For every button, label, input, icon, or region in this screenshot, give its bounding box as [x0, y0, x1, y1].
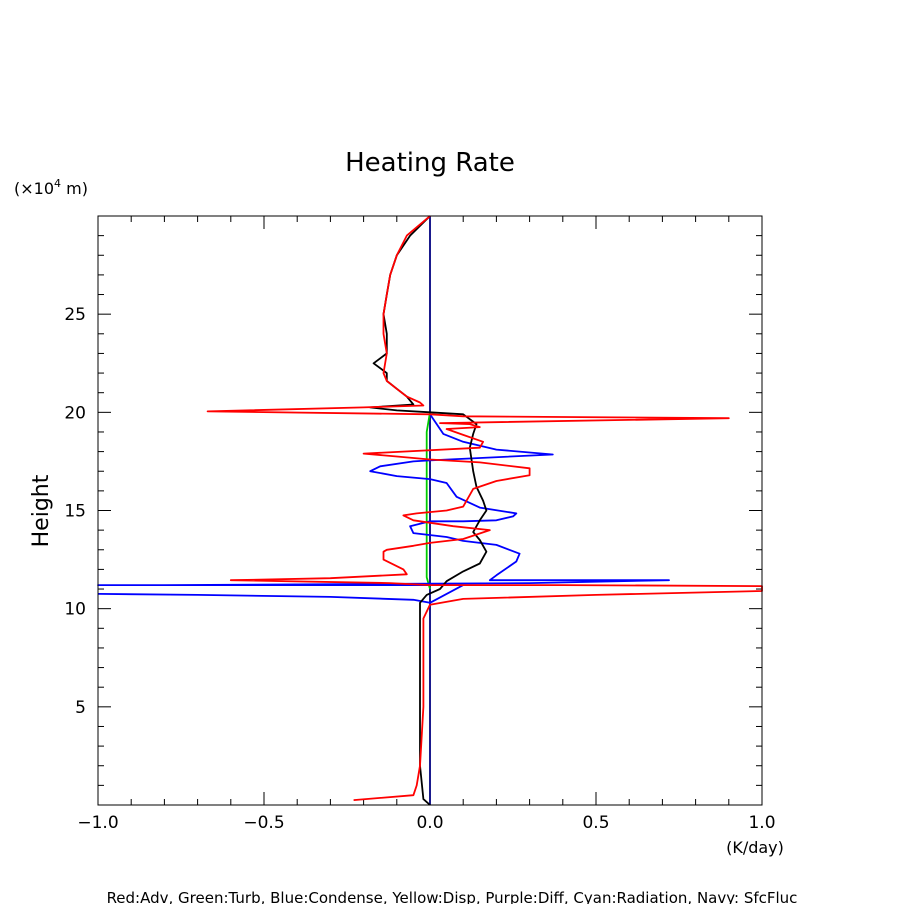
y-axis-label: Height — [29, 474, 54, 547]
legend-caption: Red:Adv, Green:Turb, Blue:Condense, Yell… — [107, 889, 798, 904]
y-tick-label: 15 — [64, 502, 86, 522]
series-line — [369, 215, 488, 806]
x-tick-label: 1.0 — [748, 813, 775, 833]
y-tick-label: 20 — [64, 403, 86, 423]
plot-frame — [97, 215, 763, 806]
y-unit-prefix: (×10 — [14, 179, 54, 198]
y-tick-label: 10 — [64, 600, 86, 620]
y-unit-label: (×104 m) — [14, 177, 88, 198]
y-tick-label: 5 — [75, 698, 86, 718]
x-unit-label: (K/day) — [726, 838, 784, 857]
x-tick-label: −1.0 — [77, 813, 118, 833]
y-tick-label: 25 — [64, 305, 86, 325]
series-line — [425, 412, 431, 590]
axis-ticks: −1.0 −0.5 0.0 0.5 1.0 5 10 15 20 25 — [64, 216, 776, 833]
chart-title: Heating Rate — [345, 148, 515, 178]
series-lines — [97, 215, 763, 806]
x-tick-label: 0.0 — [416, 813, 443, 833]
y-unit-exponent: 4 — [54, 177, 61, 190]
series-line — [97, 413, 670, 604]
x-tick-label: −0.5 — [243, 813, 284, 833]
y-unit-suffix: m) — [61, 179, 88, 198]
x-tick-label: 0.5 — [582, 813, 609, 833]
